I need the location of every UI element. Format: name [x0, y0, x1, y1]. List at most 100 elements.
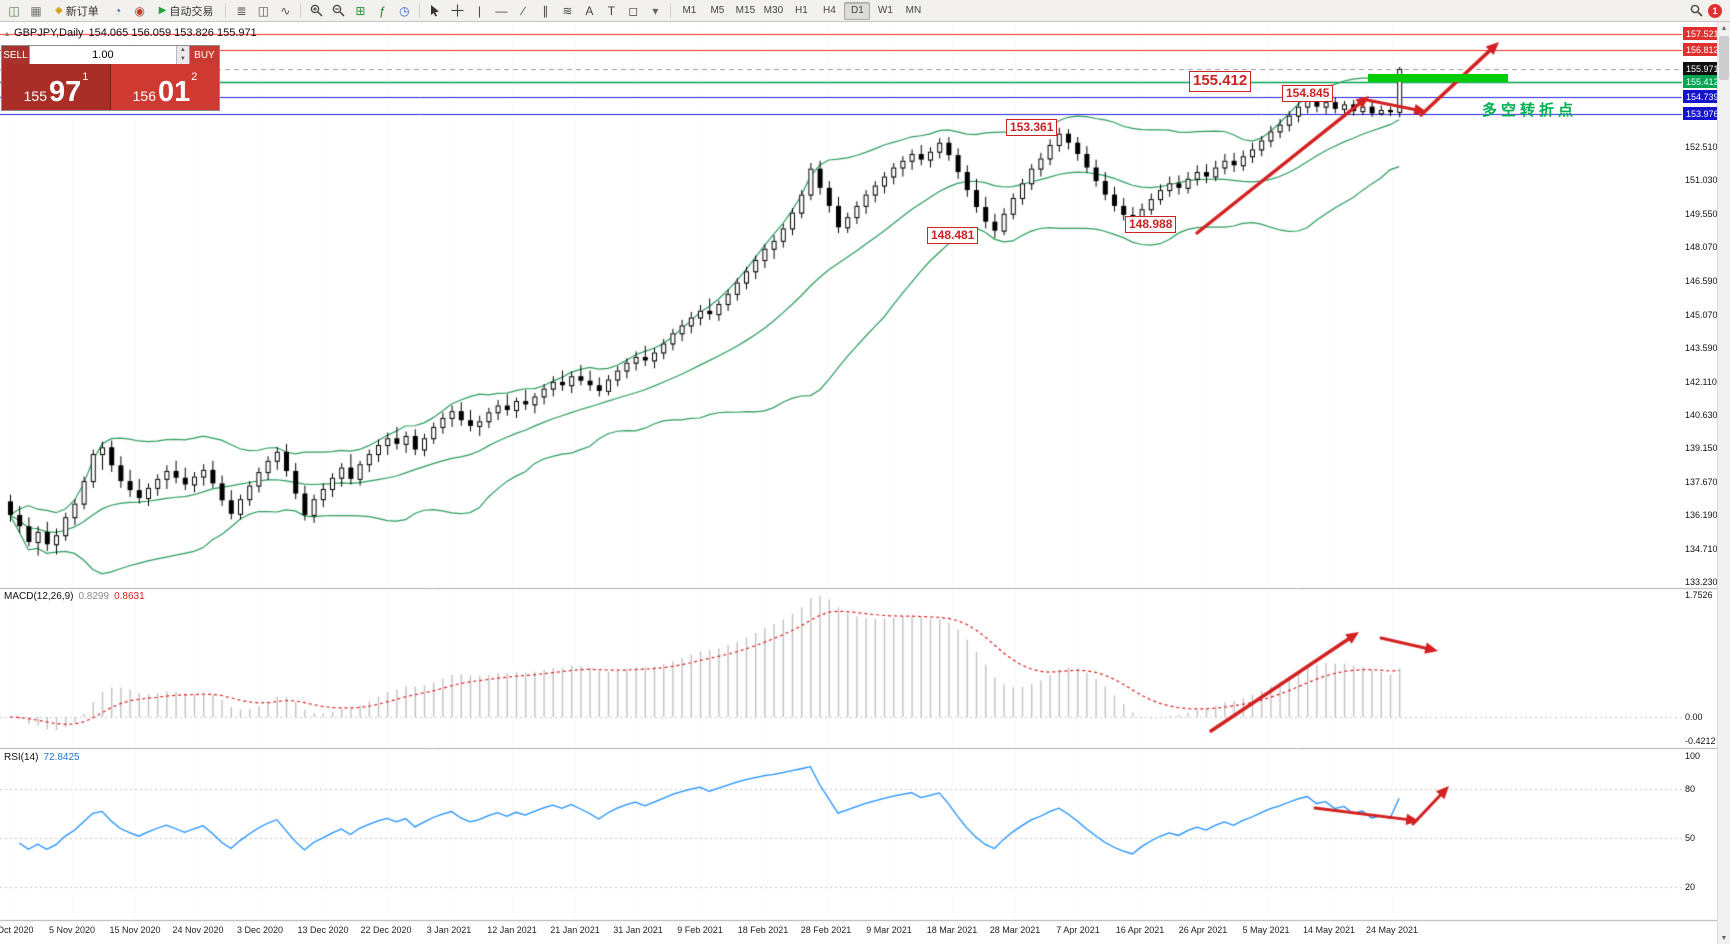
price-line-label: 153.976 [1683, 107, 1719, 121]
timeframe-d1[interactable]: D1 [844, 1, 871, 20]
price-line-label: 155.412 [1683, 75, 1719, 89]
macd-scale-label: -0.4212 [1685, 736, 1716, 746]
autotrading-button-label: 自动交易 [169, 5, 214, 18]
scroll-down-arrow[interactable]: ▼ [1720, 934, 1728, 942]
scrollbar-thumb[interactable] [1719, 36, 1729, 80]
price-scale-label: 136.190 [1685, 510, 1718, 521]
time-axis-label: 3 Jan 2021 [426, 925, 472, 935]
rsi-scale-label: 20 [1685, 881, 1696, 892]
sell-price-pipette: 1 [82, 71, 89, 83]
vertical-line-icon[interactable]: | [477, 3, 481, 18]
new-chart-icon[interactable]: ◫ [8, 3, 20, 18]
scroll-up-arrow[interactable]: ▲ [1720, 24, 1728, 32]
toolbar-separator [225, 3, 227, 18]
buy-price-button[interactable]: 156 01 2 [111, 64, 219, 110]
timeframe-m1[interactable]: M1 [682, 5, 697, 16]
sell-button[interactable]: SELL [2, 46, 29, 64]
indicators-icon[interactable]: ƒ [379, 3, 386, 18]
volume-up-button[interactable]: ▲ [175, 46, 189, 55]
buy-price-pipette: 2 [191, 71, 198, 83]
one-click-trading-panel: SELL ▲ ▼ BUY 155 97 1 156 01 2 [1, 45, 220, 111]
toolbar-separator [300, 3, 302, 18]
timeframe-mn[interactable]: MN [905, 5, 922, 16]
new-order-button-icon: ◆ [55, 5, 63, 16]
time-axis-label: 18 Mar 2021 [926, 925, 978, 935]
timeframe-m15[interactable]: M15 [735, 5, 756, 16]
price-scale-label: 139.150 [1685, 443, 1718, 454]
volume-input[interactable] [29, 46, 176, 64]
channel-icon[interactable]: ∥ [542, 3, 549, 18]
bar-chart-icon[interactable]: ≣ [236, 3, 247, 18]
time-axis-label: 21 Jan 2021 [550, 925, 600, 935]
autotrading-button[interactable]: ▶ 自动交易 [152, 1, 221, 21]
line-chart-icon[interactable]: ∿ [280, 3, 291, 18]
price-scale-label: 149.550 [1685, 208, 1718, 219]
label-tool-icon[interactable]: T [607, 3, 616, 18]
time-axis-label: 5 Nov 2020 [48, 925, 96, 935]
timeframe-m30[interactable]: M30 [763, 5, 784, 16]
timeframe-h4[interactable]: H4 [823, 5, 836, 16]
notification-badge[interactable]: 1 [1708, 3, 1722, 18]
price-annotation: 154.845 [1282, 85, 1334, 102]
time-axis-label: 9 Mar 2021 [866, 925, 912, 935]
price-line-label: 157.521 [1683, 27, 1719, 41]
autotrading-button-icon: ▶ [158, 5, 167, 16]
candle-chart-icon[interactable]: ◫ [257, 3, 270, 18]
timeframe-w1[interactable]: W1 [877, 5, 893, 16]
rsi-label: RSI(14) 72.8425 [4, 752, 80, 763]
sell-price-button[interactable]: 155 97 1 [2, 64, 111, 110]
fibonacci-icon[interactable]: ≋ [562, 3, 573, 18]
macd-value-signal: 0.8631 [114, 591, 145, 602]
trendline-icon[interactable]: ∕ [522, 3, 525, 18]
tile-windows-icon[interactable]: ⊞ [355, 3, 366, 18]
volume-down-button[interactable]: ▼ [175, 55, 189, 64]
dropdown-arrow-icon[interactable]: ▾ [652, 3, 659, 18]
market-watch-icon[interactable]: ◔ [114, 3, 122, 18]
rsi-scale-label: 100 [1685, 751, 1701, 762]
time-axis-label: 31 Jan 2021 [613, 925, 663, 935]
timeframe-m5[interactable]: M5 [710, 5, 725, 16]
price-annotation: 148.988 [1125, 216, 1177, 233]
zoom-in-icon[interactable] [306, 1, 326, 21]
zoom-out-icon[interactable] [328, 1, 348, 21]
crosshair-icon[interactable] [447, 1, 467, 21]
time-axis-label: 26 Apr 2021 [1178, 925, 1228, 935]
time-axis-label: 9 Feb 2021 [677, 925, 723, 935]
period-icon[interactable]: ◷ [399, 3, 410, 18]
text-tool-icon[interactable]: A [585, 3, 594, 18]
time-axis-label: 14 May 2021 [1302, 925, 1356, 935]
horizontal-line-icon[interactable]: — [495, 3, 508, 18]
timeframe-h1[interactable]: H1 [795, 5, 808, 16]
chart-ohlc-values: 154.065 156.059 153.826 155.971 [88, 27, 257, 39]
alerts-icon[interactable]: ◉ [134, 3, 145, 18]
new-order-button[interactable]: ◆ 新订单 [48, 1, 106, 21]
profiles-icon[interactable]: ▦ [30, 3, 42, 18]
rsi-name: RSI(14) [4, 752, 39, 763]
price-scale-label: 145.070 [1685, 309, 1718, 320]
time-axis-label: 22 Dec 2020 [360, 925, 412, 935]
time-axis-label: 27 Oct 2020 [0, 925, 34, 935]
price-line-label: 155.971 [1683, 62, 1719, 76]
resistance-zone-highlight [1368, 74, 1508, 82]
chart-symbol-period: GBPJPY,Daily [14, 27, 84, 39]
price-scale-label: 146.590 [1685, 275, 1718, 286]
volume-stepper: ▲ ▼ [175, 46, 189, 64]
price-scale-label: 133.230 [1685, 576, 1718, 587]
buy-price-main: 156 [132, 88, 156, 104]
rsi-scale-label: 80 [1685, 784, 1696, 794]
time-axis-label: 5 May 2021 [1242, 925, 1290, 935]
price-scale-label: 134.710 [1685, 543, 1718, 554]
turning-point-note: 多空转折点 [1482, 102, 1578, 119]
time-axis-label: 3 Dec 2020 [236, 925, 284, 935]
vertical-scrollbar: ▲ ▼ [1717, 22, 1730, 944]
search-icon[interactable] [1686, 1, 1706, 21]
shapes-icon[interactable]: ◻ [628, 3, 639, 18]
cursor-icon[interactable] [425, 1, 445, 21]
price-scale-label: 148.070 [1685, 242, 1718, 253]
buy-button[interactable]: BUY [189, 46, 219, 64]
price-annotation: 155.412 [1189, 71, 1252, 92]
time-axis-label: 12 Jan 2021 [487, 925, 537, 935]
price-scale-label: 151.030 [1685, 175, 1718, 186]
volume-field: ▲ ▼ [28, 46, 190, 64]
